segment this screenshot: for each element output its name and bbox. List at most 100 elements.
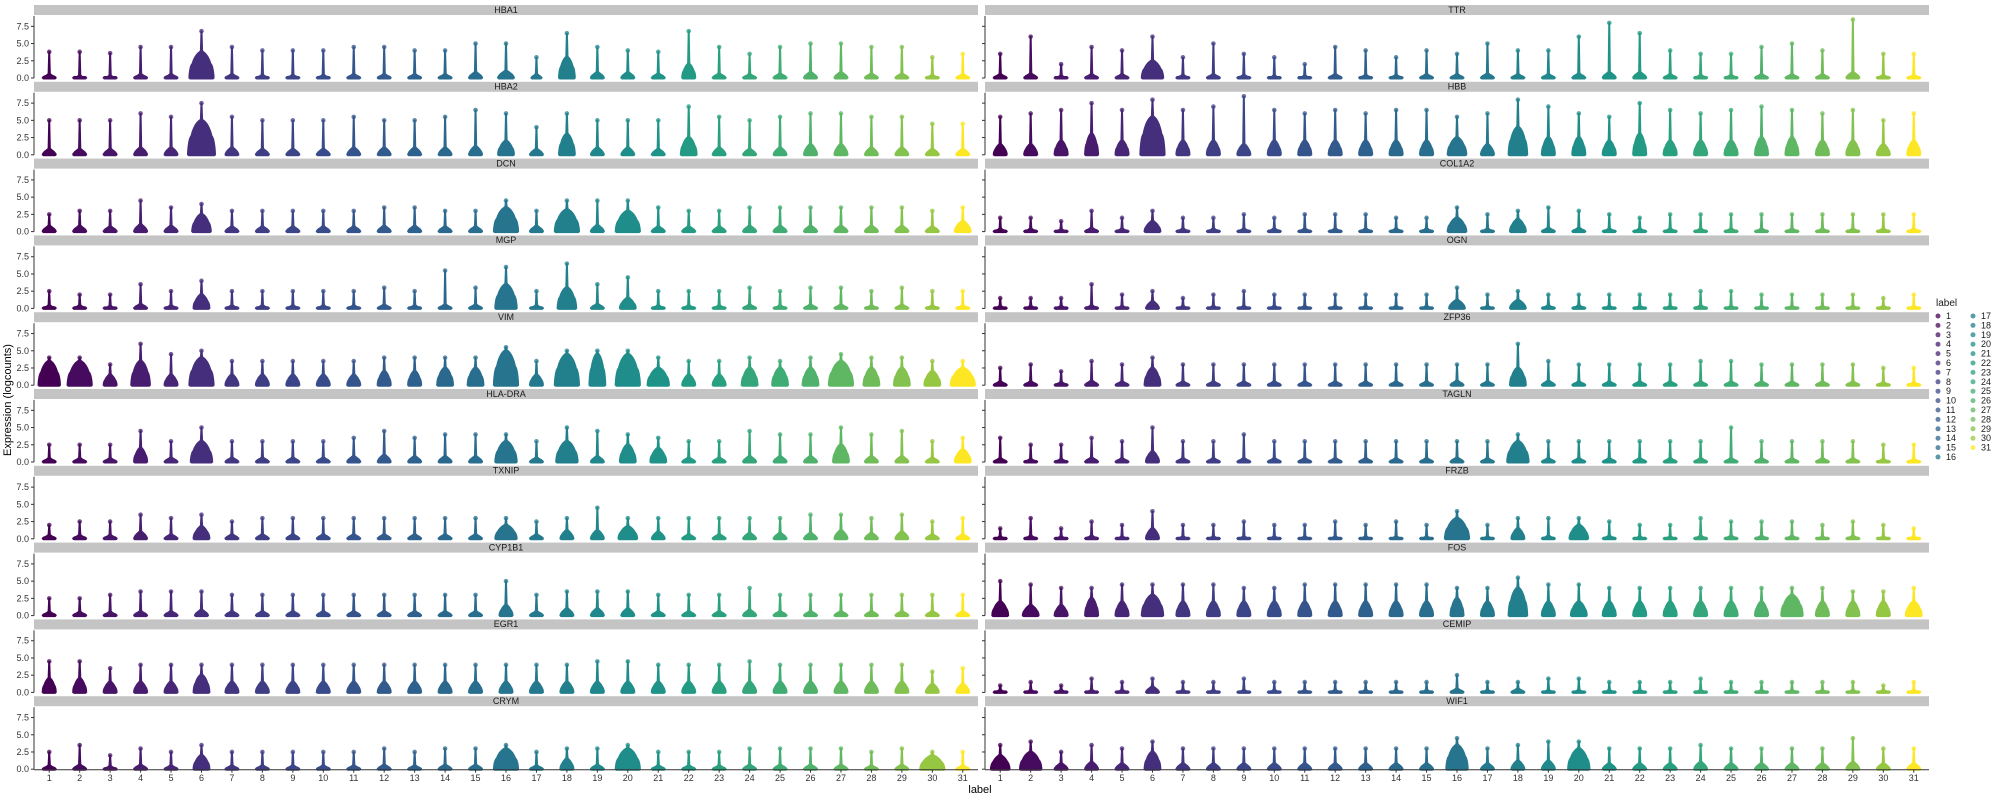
x-tick-label: 9 [290, 773, 295, 783]
point-hba2-30 [930, 122, 935, 127]
violin-txnip-31 [956, 518, 970, 539]
point-cyp1b1-20 [626, 589, 631, 594]
base-band [925, 153, 939, 157]
base-band [438, 537, 452, 541]
violin-ttr-4 [1085, 47, 1099, 78]
violin-dcn-31 [954, 207, 971, 231]
violin-txnip-18 [560, 518, 574, 539]
violin-hla-dra-21 [650, 438, 667, 462]
violin-zfp36-27 [1785, 365, 1799, 386]
violin-txnip-13 [408, 518, 422, 539]
base-band [1176, 690, 1190, 694]
legend-key-22 [1971, 361, 1976, 366]
violin-zfp36-14 [1389, 365, 1403, 386]
violin-vim-23 [712, 361, 726, 385]
violin-crym-19 [590, 749, 604, 770]
base-band [1541, 383, 1555, 387]
base-band [103, 230, 117, 234]
violin-vim-24 [741, 358, 758, 386]
point-dcn-18 [565, 198, 570, 203]
point-cemip-2 [1028, 680, 1033, 685]
violin-dcn-28 [864, 207, 878, 231]
violin-mgp-30 [925, 291, 939, 308]
base-band [993, 383, 1007, 387]
point-vim-2 [77, 355, 82, 360]
base-band [1420, 230, 1434, 234]
point-mgp-30 [930, 289, 935, 294]
base-band [1694, 230, 1708, 234]
violin-wif1-2 [1019, 742, 1041, 770]
base-band [1450, 383, 1464, 387]
panel-egr1: EGR10.02.55.07.5 [16, 619, 978, 697]
violin-vim-15 [467, 358, 484, 386]
base-band [864, 230, 878, 234]
violin-hba1-17 [531, 57, 542, 78]
point-ttr-23 [1668, 48, 1673, 53]
violin-wif1-22 [1633, 749, 1647, 770]
violin-zfp36-15 [1420, 365, 1434, 386]
point-col1a2-19 [1546, 205, 1551, 210]
base-band [73, 153, 87, 157]
point-cyp1b1-27 [839, 593, 844, 598]
point-wif1-8 [1211, 746, 1216, 751]
base-band [895, 537, 909, 541]
legend-key-23 [1971, 370, 1976, 375]
base-band [1022, 614, 1039, 618]
violin-hbb-26 [1755, 107, 1769, 155]
base-band [1663, 306, 1677, 310]
violin-hba2-10 [316, 120, 330, 154]
base-band [864, 76, 878, 80]
violin-mgp-18 [557, 264, 577, 309]
point-crym-9 [291, 750, 296, 755]
base-band [1815, 460, 1829, 464]
base-band [103, 614, 117, 618]
violin-col1a2-16 [1447, 207, 1467, 231]
x-tick-label: 10 [318, 773, 328, 783]
point-txnip-10 [321, 516, 326, 521]
base-band [1572, 690, 1586, 694]
base-band [1420, 153, 1434, 157]
violin-egr1-18 [560, 665, 574, 693]
violin-hba1-19 [590, 47, 604, 78]
violin-egr1-7 [225, 665, 239, 693]
base-band [712, 306, 726, 310]
violin-wif1-26 [1755, 749, 1769, 770]
base-band [1876, 614, 1890, 618]
violin-zfp36-21 [1602, 365, 1616, 386]
base-band [529, 383, 543, 387]
violin-dcn-26 [804, 207, 818, 231]
point-txnip-4 [138, 512, 143, 517]
violin-mgp-14 [438, 271, 452, 309]
violin-col1a2-31 [1907, 214, 1921, 231]
point-dcn-26 [808, 205, 813, 210]
base-band [1480, 230, 1494, 234]
point-cemip-10 [1272, 680, 1277, 685]
point-cemip-28 [1820, 680, 1825, 685]
point-wif1-31 [1911, 746, 1916, 751]
point-zfp36-4 [1089, 359, 1094, 364]
violin-ttr-26 [1755, 47, 1769, 78]
base-band [42, 690, 56, 694]
point-wif1-23 [1668, 746, 1673, 751]
violin-hla-dra-7 [225, 441, 239, 462]
base-band [1085, 460, 1099, 464]
point-vim-26 [808, 355, 813, 360]
point-ogn-26 [1759, 292, 1764, 297]
violin-hla-dra-13 [408, 438, 422, 462]
point-dcn-16 [504, 198, 509, 203]
base-band [1267, 230, 1281, 234]
violin-ogn-9 [1237, 291, 1251, 308]
violin-hbb-24 [1694, 113, 1708, 154]
base-band [1054, 230, 1068, 234]
violin-zfp36-26 [1755, 365, 1769, 386]
violin-zfp36-10 [1267, 365, 1281, 386]
point-mgp-25 [778, 289, 783, 294]
base-band [993, 76, 1007, 80]
legend-key-24 [1971, 379, 1976, 384]
violin-mgp-9 [286, 291, 300, 308]
violin-mgp-11 [347, 291, 361, 308]
point-tagln-15 [1424, 439, 1429, 444]
violin-cemip-16 [1450, 675, 1464, 692]
violin-hla-dra-20 [619, 434, 636, 462]
